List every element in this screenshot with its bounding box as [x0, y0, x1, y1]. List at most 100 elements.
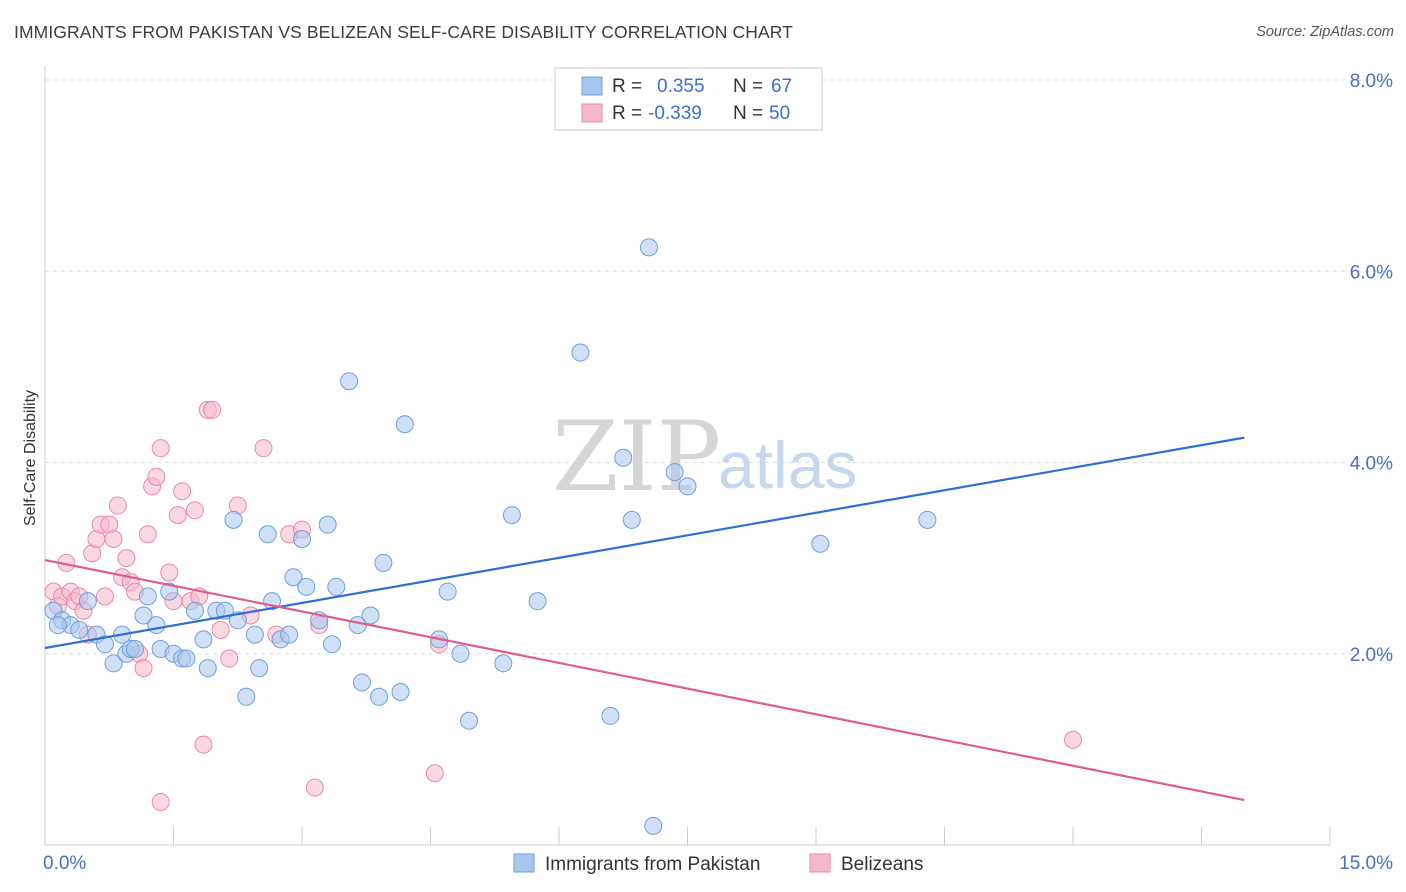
x-tick-label: 15.0%	[1339, 853, 1393, 874]
legend-r-value-1: 0.355	[657, 76, 705, 97]
data-point-pakistan	[293, 530, 311, 548]
data-point-pakistan	[138, 587, 157, 606]
data-point-pakistan	[639, 238, 658, 257]
data-point-pakistan	[95, 635, 114, 654]
data-point-pakistan	[622, 510, 641, 529]
legend: R = 0.355 N = 67 R = -0.339 N = 50	[554, 67, 823, 131]
y-tick-label: 6.0%	[1350, 262, 1393, 283]
legend-n-label-1: N =	[733, 76, 763, 97]
data-point-pakistan	[297, 577, 316, 596]
bottom-legend-label-2: Belizeans	[841, 854, 923, 875]
y-tick-label: 8.0%	[1350, 71, 1393, 92]
data-point-pakistan	[160, 582, 179, 601]
data-point-pakistan	[494, 654, 513, 673]
data-point-pakistan	[644, 816, 663, 835]
data-point-pakistan	[438, 582, 457, 601]
bottom-legend-label-1: Immigrants from Pakistan	[545, 854, 760, 875]
data-point-pakistan	[395, 415, 414, 434]
data-point-belizean	[305, 778, 324, 797]
data-point-pakistan	[258, 525, 277, 544]
data-point-pakistan	[177, 649, 196, 668]
data-point-pakistan	[361, 606, 380, 625]
data-point-pakistan	[48, 616, 67, 635]
data-point-belizean	[173, 482, 192, 501]
data-point-pakistan	[614, 448, 633, 467]
trend-lines	[44, 436, 1245, 802]
source-credit: Source: ZipAtlas.com	[1256, 24, 1394, 40]
data-point-pakistan	[391, 683, 410, 701]
y-tick-label: 4.0%	[1350, 454, 1393, 475]
grid	[45, 79, 1392, 655]
legend-n-value-2: 50	[769, 103, 790, 124]
data-point-pakistan	[665, 463, 684, 482]
legend-swatch-pink	[581, 103, 603, 123]
data-point-pakistan	[224, 510, 243, 529]
data-point-belizean	[425, 764, 444, 783]
data-point-pakistan	[811, 534, 830, 553]
data-point-pakistan	[284, 568, 303, 587]
bottom-legend-swatch-blue	[513, 853, 535, 873]
watermark-atlas: atlas	[718, 428, 857, 502]
watermark-zip: ZIP	[552, 401, 721, 513]
data-point-pakistan	[678, 477, 697, 496]
data-point-belizean	[151, 439, 170, 458]
watermark: ZIP atlas	[552, 401, 857, 513]
data-point-belizean	[211, 620, 230, 639]
data-point-pakistan	[601, 706, 620, 725]
data-point-belizean	[117, 549, 136, 568]
data-point-belizean	[194, 735, 213, 754]
data-point-pakistan	[502, 506, 521, 525]
trend-line-belizean	[44, 558, 1245, 802]
data-point-pakistan	[147, 616, 166, 635]
data-point-belizean	[151, 792, 170, 811]
data-point-pakistan	[194, 630, 213, 649]
data-point-pakistan	[70, 620, 89, 639]
y-axis-label: Self-Care Disability	[22, 390, 39, 526]
data-point-pakistan	[352, 673, 371, 692]
data-point-pakistan	[370, 687, 389, 706]
data-point-pakistan	[918, 510, 937, 529]
legend-n-label-2: N =	[733, 103, 763, 124]
data-point-pakistan	[318, 515, 337, 534]
data-point-pakistan	[78, 592, 97, 611]
data-point-belizean	[220, 649, 239, 668]
data-point-pakistan	[198, 659, 217, 678]
legend-r-label-2: R =	[612, 103, 642, 124]
data-point-pakistan	[104, 654, 123, 673]
data-point-belizean	[138, 525, 157, 544]
data-point-belizean	[185, 501, 204, 520]
data-point-belizean	[108, 496, 127, 515]
data-point-belizean	[160, 563, 179, 582]
x-tick-label: 0.0%	[43, 853, 86, 874]
legend-r-value-2: -0.339	[648, 103, 702, 124]
legend-n-value-1: 67	[771, 76, 792, 97]
data-point-belizean	[254, 439, 273, 458]
data-point-pakistan	[571, 343, 590, 362]
axes	[44, 66, 1331, 846]
data-point-pakistan	[451, 644, 470, 663]
data-point-belizean	[95, 587, 114, 606]
data-point-pakistan	[322, 635, 341, 654]
legend-r-label-1: R =	[612, 76, 642, 97]
trend-line-pakistan	[44, 436, 1245, 650]
data-point-pakistan	[280, 625, 299, 644]
data-point-belizean	[147, 467, 166, 486]
data-point-pakistan	[245, 625, 264, 644]
chart-title: IMMIGRANTS FROM PAKISTAN VS BELIZEAN SEL…	[14, 22, 793, 42]
data-points	[44, 238, 1082, 835]
data-point-pakistan	[237, 687, 256, 706]
data-point-pakistan	[528, 592, 547, 611]
data-point-belizean	[168, 506, 187, 525]
data-point-pakistan	[374, 553, 393, 572]
data-point-pakistan	[185, 601, 204, 620]
y-tick-label: 2.0%	[1350, 645, 1393, 666]
data-point-pakistan	[327, 577, 346, 596]
data-point-pakistan	[134, 606, 153, 625]
legend-swatch-blue	[581, 76, 603, 96]
data-point-pakistan	[340, 372, 359, 391]
data-point-belizean	[134, 659, 153, 678]
data-point-pakistan	[250, 659, 269, 678]
data-point-belizean	[1064, 730, 1082, 749]
data-point-belizean	[104, 530, 123, 548]
